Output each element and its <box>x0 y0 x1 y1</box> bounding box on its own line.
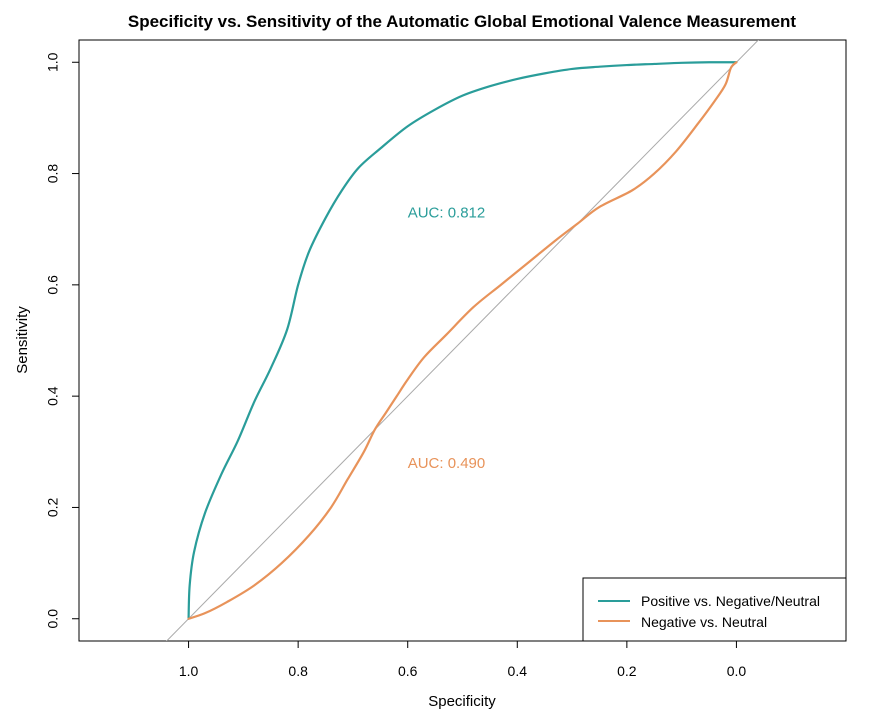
y-axis-label: Sensitivity <box>14 306 31 374</box>
x-tick-label: 0.2 <box>617 663 637 679</box>
y-tick-label: 0.2 <box>45 498 61 518</box>
legend-label-negative: Negative vs. Neutral <box>641 614 767 630</box>
roc-curve-positive <box>187 61 738 620</box>
x-tick-label: 0.8 <box>288 663 308 679</box>
legend: Positive vs. Negative/Neutral Negative v… <box>582 577 847 642</box>
legend-label-positive: Positive vs. Negative/Neutral <box>641 593 820 609</box>
y-axis: 0.0 0.2 0.4 0.6 0.8 1.0 <box>45 52 80 629</box>
x-tick-label: 0.0 <box>727 663 747 679</box>
y-tick-label: 0.4 <box>45 386 61 406</box>
y-tick-label: 0.0 <box>45 609 61 629</box>
reference-diagonal <box>165 40 760 641</box>
y-tick-label: 0.8 <box>45 164 61 184</box>
x-axis-label: Specificity <box>428 693 496 710</box>
auc-label-positive: AUC: 0.812 <box>408 205 486 222</box>
x-tick-label: 1.0 <box>179 663 199 679</box>
y-tick-label: 0.6 <box>45 275 61 295</box>
auc-label-negative: AUC: 0.490 <box>408 455 486 472</box>
x-tick-label: 0.6 <box>398 663 418 679</box>
roc-curve-negative <box>187 61 738 620</box>
legend-box <box>582 577 847 642</box>
chart-title: Specificity vs. Sensitivity of the Autom… <box>128 12 797 31</box>
x-tick-label: 0.4 <box>508 663 528 679</box>
x-axis: 1.0 0.8 0.6 0.4 0.2 0.0 <box>179 640 747 679</box>
plot-content <box>165 40 760 641</box>
y-tick-label: 1.0 <box>45 52 61 72</box>
